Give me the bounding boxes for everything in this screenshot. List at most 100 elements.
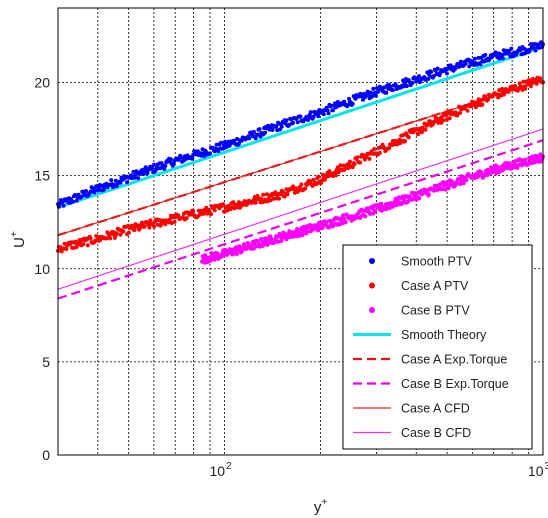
data-point <box>523 157 528 162</box>
data-point <box>404 84 409 88</box>
data-point <box>88 236 93 241</box>
legend-label: Case B PTV <box>401 304 470 318</box>
data-point <box>429 70 434 74</box>
data-point <box>435 66 440 71</box>
data-point <box>141 171 146 176</box>
data-point <box>316 114 321 119</box>
data-point <box>373 209 378 214</box>
data-point <box>324 219 329 224</box>
data-point <box>163 222 168 227</box>
data-point <box>273 190 278 195</box>
data-point <box>259 196 264 201</box>
data-point <box>308 110 313 115</box>
data-point <box>121 229 126 234</box>
data-point <box>472 56 477 61</box>
data-point <box>219 140 224 145</box>
data-point <box>314 182 319 187</box>
y-tick-label: 15 <box>34 168 50 184</box>
data-point <box>269 237 274 242</box>
data-point <box>507 161 512 166</box>
legend-item: Case A CFD <box>353 402 470 416</box>
data-point <box>257 127 262 132</box>
series-line <box>57 139 544 300</box>
data-point <box>168 157 173 162</box>
data-point <box>253 200 258 205</box>
data-point <box>377 150 382 155</box>
data-point <box>432 188 437 193</box>
data-point <box>70 199 75 204</box>
data-point <box>85 243 90 248</box>
legend-item: Case B Exp.Torque <box>353 377 509 391</box>
legend-label: Case A PTV <box>401 279 469 293</box>
data-point <box>432 119 437 124</box>
series-layer <box>56 40 545 300</box>
data-point <box>406 135 411 140</box>
data-point <box>517 81 522 86</box>
data-point <box>447 116 452 121</box>
x-tick-label: 103 <box>528 461 548 479</box>
data-point <box>486 97 490 102</box>
series-line <box>57 128 544 290</box>
data-point <box>417 196 422 201</box>
data-point <box>251 129 256 134</box>
data-point <box>139 171 143 176</box>
legend-item: Case A PTV <box>369 279 469 293</box>
y-tick-label: 20 <box>34 75 50 91</box>
data-point <box>274 124 279 129</box>
data-point <box>478 62 483 67</box>
data-point <box>355 155 360 160</box>
data-point <box>299 182 304 187</box>
data-point <box>426 192 431 197</box>
data-point <box>152 224 157 229</box>
data-point <box>443 187 448 192</box>
data-point <box>458 59 463 64</box>
data-point <box>184 216 189 221</box>
data-point <box>311 177 316 182</box>
data-point <box>465 108 470 113</box>
data-point <box>125 180 129 185</box>
data-point <box>523 86 528 91</box>
series-case-b-cfd <box>57 128 544 290</box>
data-point <box>316 174 321 179</box>
data-point <box>221 202 226 207</box>
data-point <box>114 231 119 236</box>
data-point <box>410 197 415 202</box>
data-point <box>461 181 466 186</box>
data-point <box>101 187 106 192</box>
data-point <box>163 163 168 168</box>
data-point <box>341 213 345 218</box>
data-point <box>191 209 196 214</box>
data-point <box>483 53 488 57</box>
legend-marker <box>369 307 375 313</box>
y-tick-label: 0 <box>42 447 50 463</box>
data-point <box>74 198 79 203</box>
data-point <box>467 64 472 69</box>
legend: Smooth PTV Case A PTV Case B PTV Smooth The… <box>342 244 533 450</box>
data-point <box>145 171 150 176</box>
data-point <box>382 85 387 90</box>
legend-item: Case A Exp.Torque <box>353 353 507 367</box>
data-point <box>172 219 177 224</box>
data-point <box>253 136 258 141</box>
data-point <box>320 225 325 230</box>
data-point <box>261 192 266 197</box>
data-point <box>350 101 355 106</box>
data-point <box>287 229 292 234</box>
legend-item: Case B CFD <box>353 426 471 440</box>
data-point <box>258 134 263 139</box>
data-point <box>84 189 88 193</box>
data-point <box>480 102 485 107</box>
data-point <box>295 120 300 125</box>
data-point <box>538 76 543 81</box>
data-point <box>331 108 336 113</box>
data-point <box>329 103 334 108</box>
data-point <box>259 237 264 241</box>
data-point <box>190 156 195 161</box>
data-point <box>405 199 410 204</box>
data-point <box>293 186 298 191</box>
data-point <box>109 178 114 183</box>
series-case-b-ptv <box>200 152 545 265</box>
data-point <box>305 229 310 234</box>
